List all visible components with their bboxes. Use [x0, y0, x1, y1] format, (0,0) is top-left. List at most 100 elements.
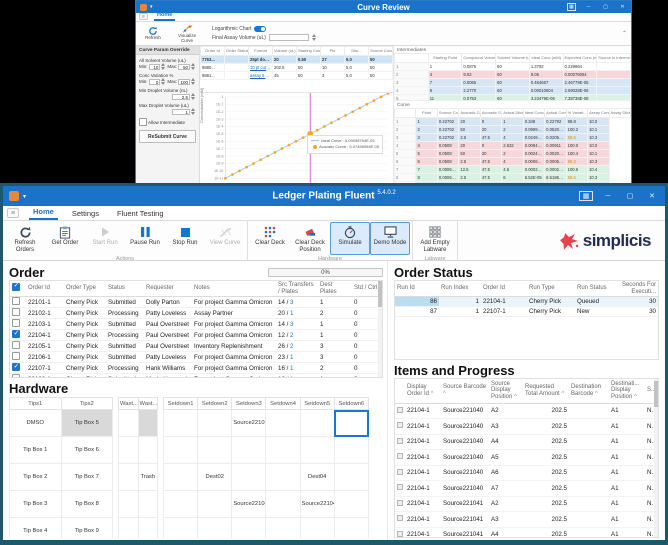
items-row[interactable]: 22104-1 Source221040 A6 202.5 A1 New	[395, 465, 658, 481]
deck-cell[interactable]: Dest04	[299, 463, 335, 491]
curve-table-header[interactable]: Assay Diluti...	[608, 108, 631, 118]
solvent-max-input[interactable]: 50	[178, 63, 190, 70]
queue-header[interactable]: Volume (uL)	[272, 46, 297, 56]
deck-cell[interactable]: Tip Box 9	[60, 517, 113, 538]
deck-cell[interactable]: Source221070	[231, 409, 267, 437]
src-plates-link[interactable]: 3	[290, 320, 294, 328]
deck-cell[interactable]	[162, 463, 199, 491]
deck-cell[interactable]	[118, 490, 139, 518]
deck-cell[interactable]	[299, 517, 335, 538]
items-scrollbar[interactable]	[654, 379, 658, 537]
curve-table-row[interactable]: 3 3 0.22792 2.5 47.5 4 0.0249875 0.0205538 9…	[394, 133, 631, 142]
tab-settings[interactable]: Settings	[71, 209, 99, 218]
deck-cell[interactable]	[231, 463, 267, 491]
intermediates-header[interactable]: Ideal Conc (mM)	[528, 53, 564, 63]
deck-cell[interactable]	[265, 463, 301, 491]
order-row[interactable]: 22107-1 Cherry Pick Processing Hank Will…	[10, 362, 382, 375]
order-header[interactable]: Order Id	[26, 281, 64, 298]
spinner-icon[interactable]	[191, 78, 196, 85]
conc-min-input[interactable]: 0	[148, 78, 161, 85]
row-expander-icon[interactable]	[395, 527, 405, 537]
deck-cell[interactable]	[162, 436, 199, 464]
tab-home[interactable]: Home	[29, 205, 58, 220]
log-chart-toggle[interactable]	[254, 26, 267, 32]
os-header[interactable]: Run Type	[527, 281, 575, 298]
deck-cell[interactable]: Dest02	[197, 463, 233, 491]
curve-review-titlebar[interactable]: ▾ Curve Review	[136, 1, 631, 13]
close-button[interactable]	[618, 4, 627, 10]
file-menu-icon[interactable]: ≡	[7, 208, 19, 218]
deck-cell[interactable]	[137, 436, 158, 464]
tab-home[interactable]: Home	[154, 11, 176, 21]
curve-table-row[interactable]: 2 2 0.22792 50 20 2 0.0999998 0.0520208 100.…	[394, 125, 631, 134]
min-droplet-input[interactable]: 2.5	[172, 93, 190, 100]
window-options-icon[interactable]	[567, 3, 576, 11]
curve-table-header[interactable]: Acoustic Compound Volume (nL)	[458, 108, 481, 118]
deck-cell[interactable]	[265, 409, 301, 437]
pause-run-button[interactable]: Pause Run	[125, 222, 165, 255]
simulate-button[interactable]: Simulate	[330, 222, 370, 255]
row-expander-icon[interactable]	[395, 449, 405, 466]
spinner-icon[interactable]	[191, 93, 196, 100]
deck-cell[interactable]	[333, 517, 370, 538]
queue-header[interactable]: Order Status	[224, 46, 249, 56]
order-row[interactable]: 22104-1 Cherry Pick Processing Paul Over…	[10, 329, 382, 342]
collapse-ribbon-icon[interactable]: ⌃	[621, 31, 627, 37]
deck-cell[interactable]	[137, 490, 158, 518]
chevron-down-icon[interactable]: ▾	[23, 193, 27, 200]
items-header[interactable]: Requested Total Amount	[523, 379, 569, 404]
deck-cell[interactable]: Tip Box 6	[60, 436, 113, 464]
item-status-link[interactable]: New	[645, 527, 658, 537]
cell[interactable]: 25pt dose response, across, 2 curve repl…	[248, 55, 273, 64]
deck-cell[interactable]	[333, 490, 370, 518]
items-row[interactable]: 22104-1 Source221040 A2 202.5 A1 New	[395, 403, 658, 419]
order-row-checkbox[interactable]	[12, 352, 20, 361]
queue-header[interactable]: Pts	[320, 46, 345, 56]
spinner-icon[interactable]	[311, 34, 317, 41]
curve-table-header[interactable]: % Variati...	[565, 108, 589, 118]
src-plates-link[interactable]: 1	[290, 376, 293, 377]
curve-table-row[interactable]: 8 80.000634667 2.547.5 66.52E-05 6.51866…	[394, 173, 631, 182]
curve-table-row[interactable]: 6 60.0508 2.547.5 40.000624583 0.0005191…	[394, 157, 631, 166]
minimize-button[interactable]	[601, 193, 615, 200]
clear-deck-button[interactable]: Clear Deck	[250, 222, 290, 255]
intermediates-header[interactable]: Compound Volume (uL)	[461, 53, 497, 63]
curve-table-header[interactable]: Ideal Conc (mM)	[522, 108, 546, 118]
clear-deck-position-button[interactable]: Clear Deck Position	[290, 222, 330, 255]
curve-table-row[interactable]: 4 4 0.0508 20 0 2.632 0.00949977 0.00911 100…	[394, 141, 631, 150]
cell[interactable]: 10 pt curve, eds: 0.5:1, eds: 5:4 (1), 9…	[248, 63, 273, 72]
deck-cell[interactable]: Tip Box 7	[60, 463, 113, 491]
queue-row[interactable]: 7763... 25pt dose response, across, 2 cu…	[200, 55, 393, 64]
deck-cell[interactable]	[299, 436, 335, 464]
curve-table-header[interactable]	[394, 108, 417, 118]
order-row-checkbox[interactable]	[12, 319, 20, 328]
src-plates-link[interactable]: 1	[290, 309, 294, 317]
close-button[interactable]	[645, 192, 659, 200]
deck-cell[interactable]	[162, 490, 199, 518]
order-header[interactable]: Status	[106, 281, 144, 298]
intermediates-row[interactable]: 5 11 0.0753 60 3.23479E-06 7.38738E-08	[394, 94, 631, 100]
order-row-checkbox[interactable]	[12, 341, 20, 350]
order-header[interactable]: Requester	[144, 281, 192, 298]
file-menu-icon[interactable]: ≡	[139, 13, 148, 20]
row-expander-icon[interactable]	[395, 496, 405, 512]
row-expander-icon[interactable]	[395, 418, 405, 435]
row-expander-icon[interactable]	[395, 480, 405, 497]
items-row[interactable]: 22104-1 Source221040 A3 202.5 A1 New	[395, 418, 658, 435]
deck-cell[interactable]	[265, 517, 301, 538]
order-row[interactable]: 22102-1 Cherry Pick Processing Patty Lov…	[10, 307, 382, 320]
intermediates-header[interactable]	[394, 53, 429, 63]
queue-row[interactable]: 9880... 10 pt curve, eds: 0.5:1, eds: 5:…	[200, 63, 393, 72]
add-empty-labware-button[interactable]: Add Empty Labware	[415, 222, 455, 255]
os-header[interactable]: Run Id	[395, 281, 439, 298]
final-assay-input[interactable]	[268, 34, 309, 41]
curve-table-header[interactable]: Acoustic Solvent Volume (nL)	[479, 108, 503, 118]
src-plates-link[interactable]: 2	[290, 331, 294, 339]
ledger-titlebar[interactable]: ▾ Ledger Plating Fluent 5.4.0.2	[3, 186, 665, 206]
deck-cell[interactable]: Tip Box 1	[9, 436, 62, 464]
deck-cell[interactable]: Source221041	[231, 490, 267, 518]
deck-cell[interactable]	[137, 517, 158, 538]
tab-fluent-testing[interactable]: Fluent Testing	[116, 209, 164, 218]
get-order-button[interactable]: Get Order	[45, 222, 85, 255]
order-row-checkbox[interactable]	[12, 363, 20, 372]
